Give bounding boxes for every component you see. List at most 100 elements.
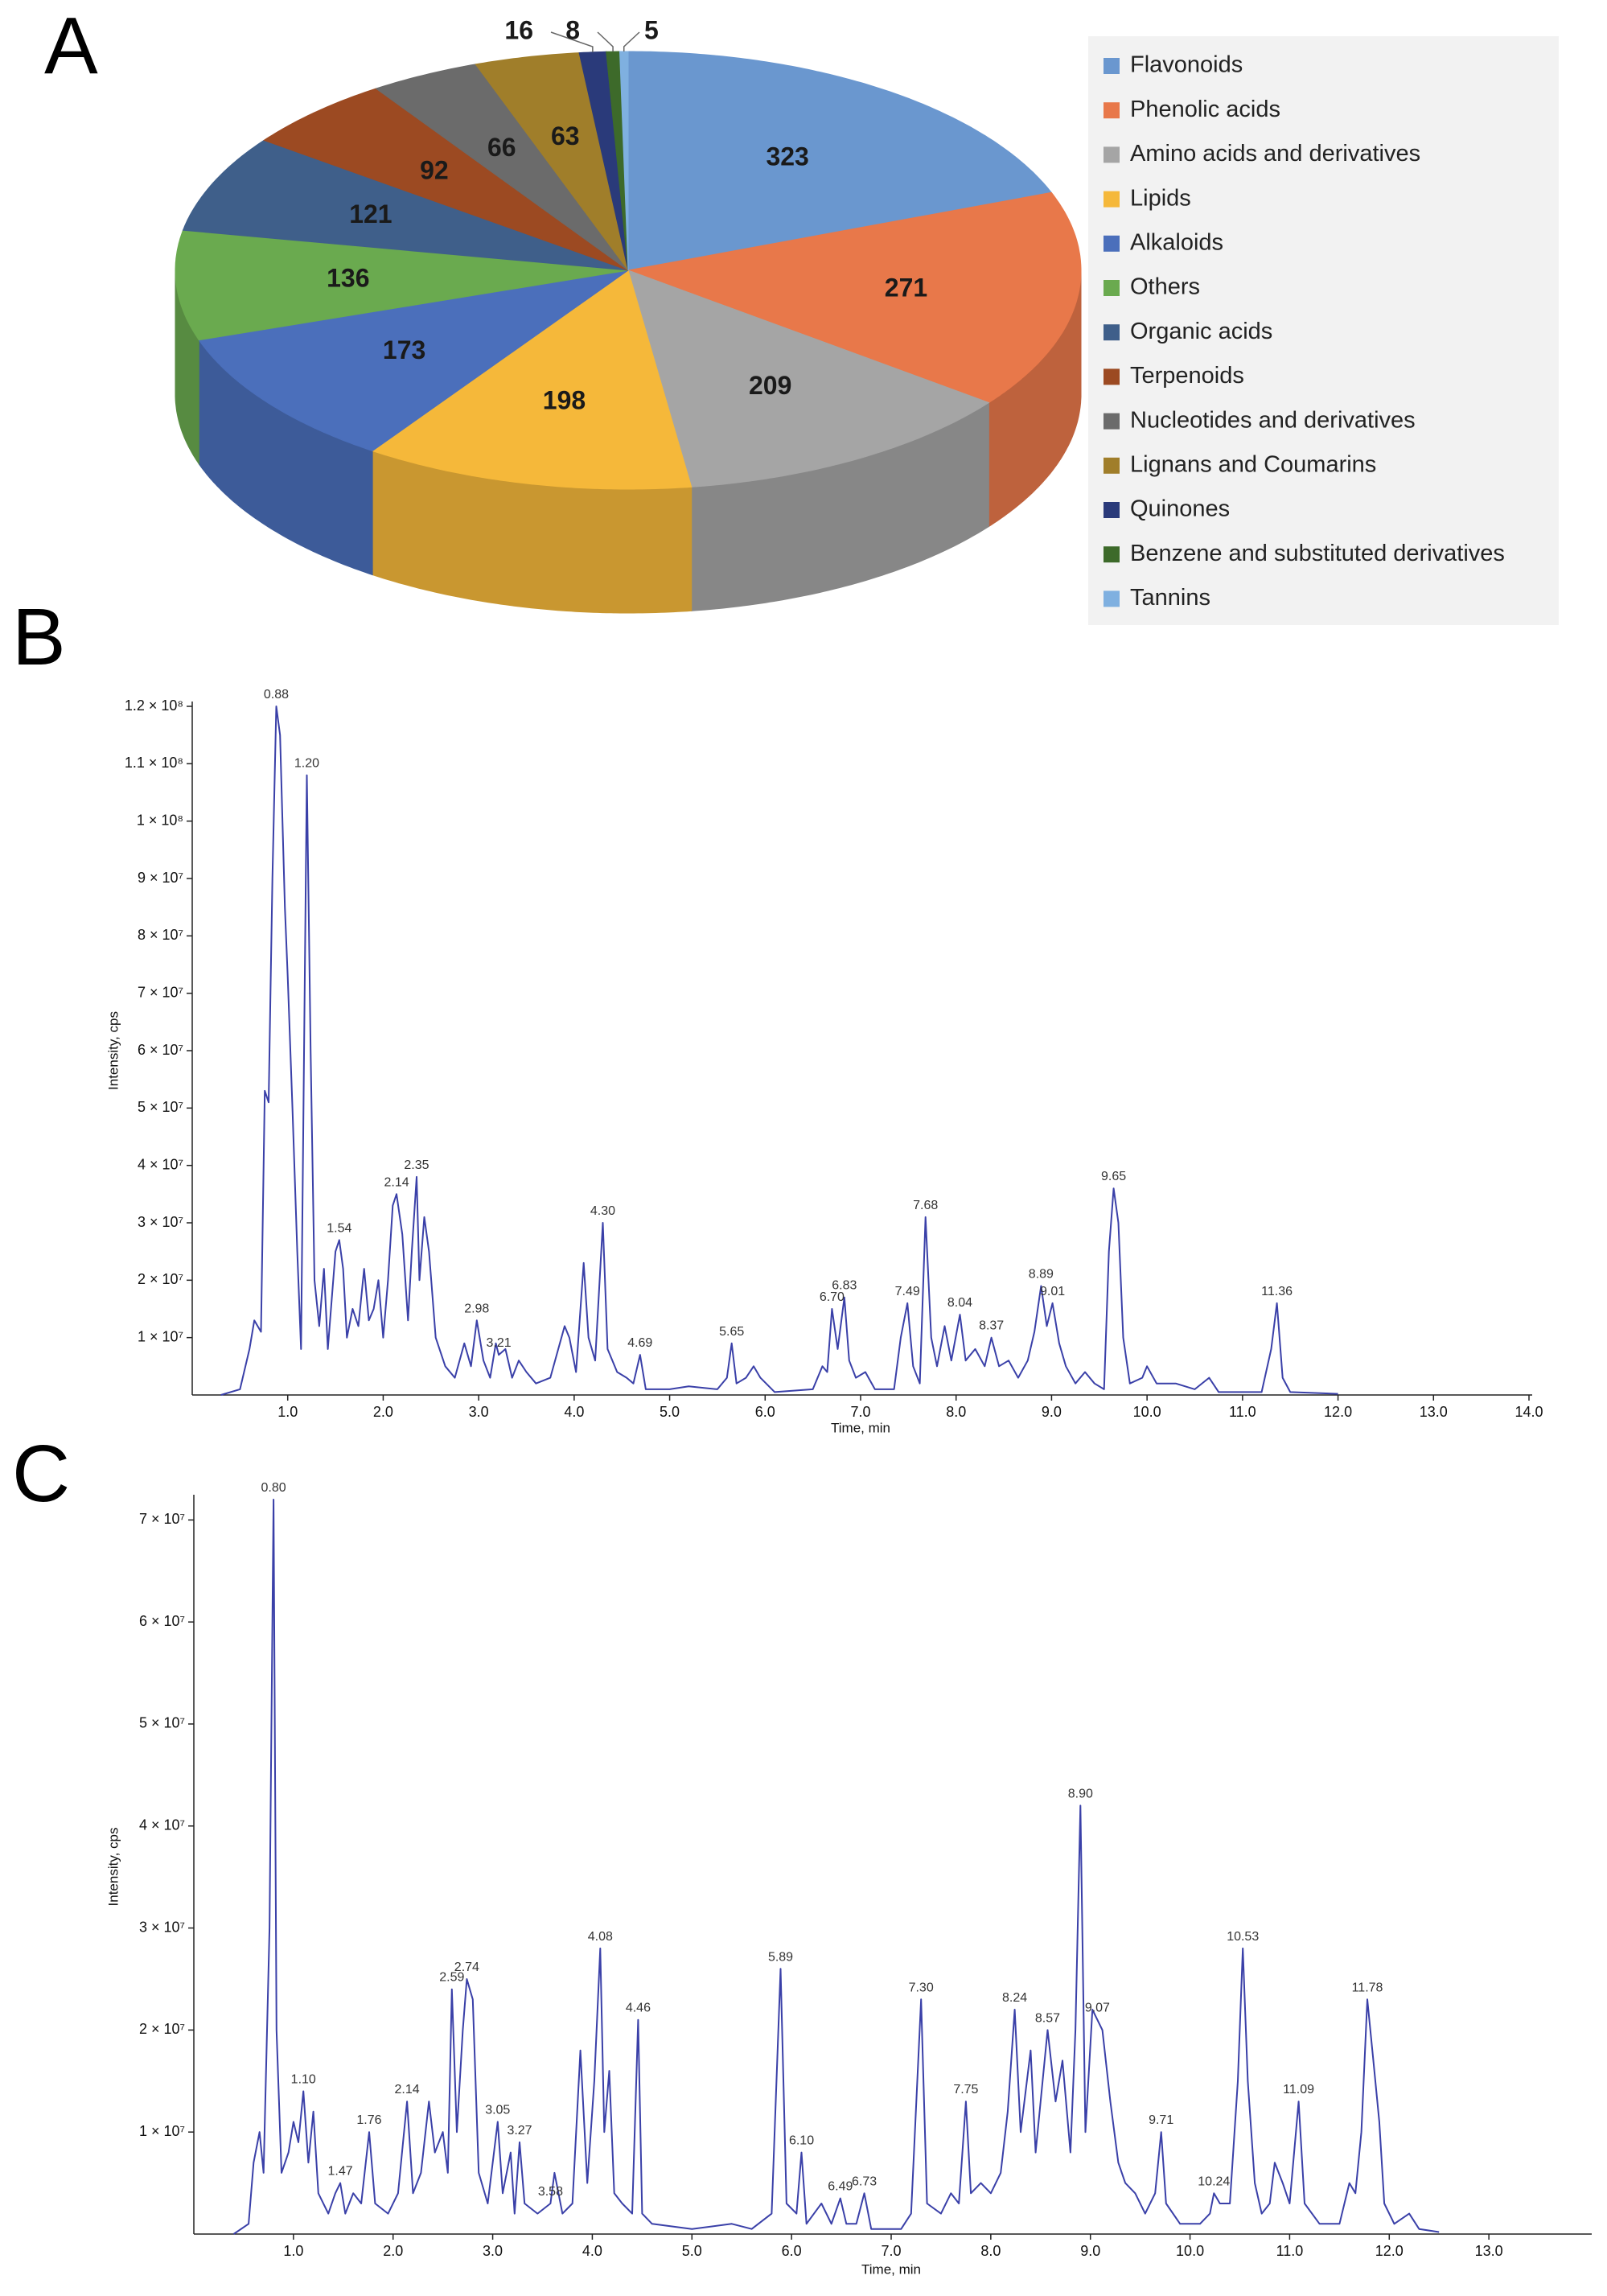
y-tick-label: 1 × 10⁷ <box>138 1328 183 1344</box>
pie-slice <box>375 64 629 271</box>
slice-label: 209 <box>749 371 791 400</box>
y-tick-label: 3 × 10⁷ <box>139 1919 185 1935</box>
legend-swatch <box>1104 58 1120 74</box>
x-tick-label: 8.0 <box>980 2243 1001 2259</box>
y-tick-label: 7 × 10⁷ <box>138 984 183 1000</box>
legend-label: Organic acids <box>1130 319 1272 344</box>
y-tick-label: 1.1 × 10⁸ <box>125 755 183 771</box>
x-tick-label: 7.0 <box>850 1404 870 1420</box>
x-tick-label: 2.0 <box>373 1404 393 1420</box>
peak-label: 9.01 <box>1040 1285 1065 1298</box>
peak-label: 7.30 <box>909 1981 934 1994</box>
legend-swatch <box>1104 102 1120 119</box>
y-tick-label: 4 × 10⁷ <box>138 1156 183 1172</box>
legend-swatch <box>1104 457 1120 474</box>
y-tick-label: 4 × 10⁷ <box>139 1817 185 1833</box>
pie-slice <box>627 51 1053 271</box>
leader-line <box>623 31 640 52</box>
legend-swatch <box>1104 191 1120 208</box>
peak-label: 11.78 <box>1352 1981 1383 1994</box>
x-tick-label: 10.0 <box>1133 1404 1161 1420</box>
x-tick-label: 13.0 <box>1420 1404 1448 1420</box>
peak-label: 4.08 <box>588 1930 613 1944</box>
peak-label: 0.88 <box>264 688 289 702</box>
peak-label: 3.27 <box>507 2124 532 2138</box>
legend-swatch <box>1104 546 1120 563</box>
legend-label: Quinones <box>1130 496 1230 522</box>
leader-line <box>550 31 594 52</box>
peak-label: 8.04 <box>947 1296 972 1310</box>
peak-label: 1.76 <box>356 2113 381 2127</box>
x-tick-label: 13.0 <box>1475 2243 1503 2259</box>
y-tick-label: 9 × 10⁷ <box>138 870 183 886</box>
y-tick-label: 6 × 10⁷ <box>139 1613 185 1629</box>
peak-label: 2.14 <box>384 1175 409 1189</box>
y-tick-label: 3 × 10⁷ <box>138 1214 183 1230</box>
y-tick-label: 6 × 10⁷ <box>138 1042 183 1058</box>
legend-label: Lipids <box>1130 185 1191 211</box>
x-tick-label: 1.0 <box>283 2243 303 2259</box>
x-tick-label: 12.0 <box>1324 1404 1352 1420</box>
slice-label: 92 <box>420 156 449 185</box>
slice-label: 16 <box>504 15 533 44</box>
slice-label: 121 <box>349 200 392 228</box>
peak-label: 2.98 <box>464 1302 489 1315</box>
peak-label: 5.65 <box>719 1325 744 1339</box>
panel-letter: C <box>12 1429 70 1519</box>
x-tick-label: 6.0 <box>755 1404 775 1420</box>
y-tick-label: 2 × 10⁷ <box>139 2021 185 2037</box>
peak-label: 8.24 <box>1002 1991 1027 2005</box>
peak-label: 8.90 <box>1068 1787 1093 1800</box>
x-tick-label: 5.0 <box>682 2243 702 2259</box>
legend-label: Phenolic acids <box>1130 97 1280 122</box>
x-tick-label: 12.0 <box>1375 2243 1404 2259</box>
x-tick-label: 4.0 <box>582 2243 602 2259</box>
legend-box <box>1088 36 1559 625</box>
legend-label: Alkaloids <box>1130 229 1223 255</box>
x-tick-label: 7.0 <box>881 2243 901 2259</box>
pie-slice <box>627 191 1082 404</box>
peak-label: 1.54 <box>327 1221 351 1235</box>
slice-label: 66 <box>487 133 516 162</box>
pie-slice <box>627 270 990 488</box>
peak-label: 0.80 <box>261 1481 286 1495</box>
y-tick-label: 7 × 10⁷ <box>139 1511 185 1527</box>
legend-label: Flavonoids <box>1130 52 1243 78</box>
legend-swatch <box>1104 502 1120 518</box>
slice-label: 63 <box>551 121 580 150</box>
x-axis-label: Time, min <box>831 1420 890 1435</box>
trace <box>232 1499 1440 2235</box>
slice-label: 198 <box>543 386 586 415</box>
y-tick-label: 1 × 10⁸ <box>137 812 183 828</box>
peak-label: 9.65 <box>1101 1170 1126 1183</box>
pie-slice <box>371 270 693 490</box>
x-tick-label: 5.0 <box>660 1404 680 1420</box>
slice-label: 173 <box>383 335 425 364</box>
legend-label: Terpenoids <box>1130 363 1244 389</box>
x-tick-label: 9.0 <box>1042 1404 1062 1420</box>
peak-label: 4.69 <box>627 1336 652 1350</box>
peak-label: 8.89 <box>1029 1267 1054 1281</box>
x-tick-label: 1.0 <box>277 1404 298 1420</box>
peak-label: 1.47 <box>327 2165 352 2179</box>
peak-label: 2.59 <box>439 1971 464 1985</box>
pie-slice <box>198 270 629 452</box>
x-tick-label: 11.0 <box>1229 1404 1256 1420</box>
y-tick-label: 8 × 10⁷ <box>138 927 183 943</box>
peak-label: 9.71 <box>1149 2113 1173 2127</box>
legend-swatch <box>1104 590 1120 607</box>
peak-label: 4.46 <box>626 2002 651 2015</box>
peak-label: 6.73 <box>852 2175 877 2188</box>
peak-label: 3.21 <box>487 1336 512 1350</box>
slice-label: 323 <box>766 142 808 171</box>
peak-label: 8.37 <box>979 1319 1004 1333</box>
legend-swatch <box>1104 146 1120 163</box>
peak-label: 1.20 <box>294 757 319 771</box>
y-tick-label: 1 × 10⁷ <box>139 2123 185 2139</box>
x-tick-label: 3.0 <box>469 1404 489 1420</box>
x-tick-label: 9.0 <box>1080 2243 1100 2259</box>
peak-label: 5.89 <box>768 1950 793 1964</box>
leader-line <box>597 31 614 52</box>
